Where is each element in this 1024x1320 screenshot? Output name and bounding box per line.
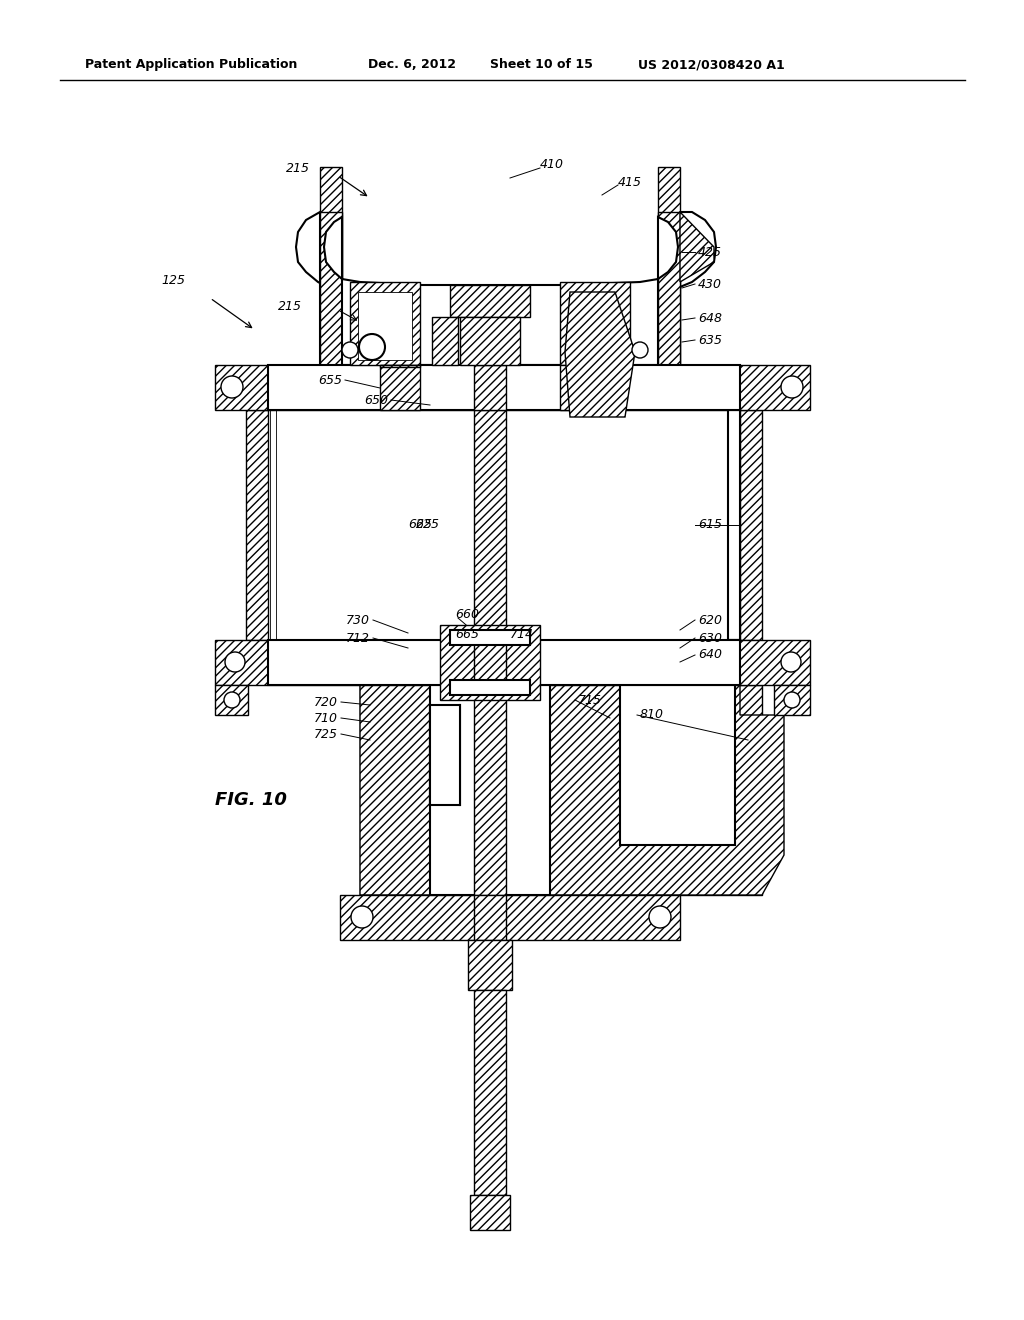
Polygon shape: [350, 282, 420, 366]
Polygon shape: [430, 685, 550, 895]
Polygon shape: [474, 285, 506, 366]
Polygon shape: [380, 366, 420, 411]
Polygon shape: [470, 1195, 510, 1230]
Text: 615: 615: [698, 519, 722, 532]
Polygon shape: [358, 292, 412, 360]
Polygon shape: [360, 685, 784, 895]
Text: 712: 712: [346, 631, 370, 644]
Polygon shape: [360, 685, 762, 895]
Polygon shape: [430, 705, 460, 805]
Circle shape: [351, 906, 373, 928]
Circle shape: [781, 652, 801, 672]
Polygon shape: [340, 895, 680, 940]
Text: 714: 714: [510, 628, 534, 642]
Text: 725: 725: [314, 727, 338, 741]
Polygon shape: [658, 168, 680, 366]
Text: 715: 715: [578, 693, 602, 706]
Text: 625: 625: [408, 519, 432, 532]
Polygon shape: [432, 317, 458, 366]
Polygon shape: [658, 213, 680, 366]
Text: FIG. 10: FIG. 10: [215, 791, 287, 809]
Circle shape: [221, 376, 243, 399]
Circle shape: [224, 692, 240, 708]
Text: 660: 660: [455, 609, 479, 622]
Text: 215: 215: [286, 161, 310, 174]
Polygon shape: [324, 216, 678, 366]
Polygon shape: [246, 411, 268, 640]
Circle shape: [342, 342, 358, 358]
Text: 425: 425: [698, 246, 722, 259]
Polygon shape: [474, 366, 506, 411]
Text: 415: 415: [618, 176, 642, 189]
Polygon shape: [740, 411, 762, 640]
Polygon shape: [468, 940, 512, 990]
Polygon shape: [474, 990, 506, 1195]
Polygon shape: [380, 366, 420, 367]
Polygon shape: [774, 685, 810, 715]
Polygon shape: [560, 282, 630, 366]
Text: 125: 125: [161, 273, 185, 286]
Circle shape: [632, 342, 648, 358]
Circle shape: [784, 692, 800, 708]
Text: 720: 720: [314, 696, 338, 709]
Text: 620: 620: [698, 614, 722, 627]
Text: US 2012/0308420 A1: US 2012/0308420 A1: [638, 58, 784, 71]
Text: 665: 665: [455, 628, 479, 642]
Text: Sheet 10 of 15: Sheet 10 of 15: [490, 58, 593, 71]
Circle shape: [781, 376, 803, 399]
Polygon shape: [474, 895, 506, 940]
Polygon shape: [319, 168, 342, 366]
Text: 710: 710: [314, 711, 338, 725]
Text: 635: 635: [698, 334, 722, 346]
Polygon shape: [474, 685, 506, 895]
Text: 810: 810: [640, 709, 664, 722]
Text: 410: 410: [540, 158, 564, 172]
Polygon shape: [560, 366, 600, 411]
Text: Patent Application Publication: Patent Application Publication: [85, 58, 297, 71]
Text: 430: 430: [698, 277, 722, 290]
Text: 640: 640: [698, 648, 722, 661]
Polygon shape: [296, 213, 716, 366]
Polygon shape: [460, 317, 520, 366]
Polygon shape: [474, 640, 506, 685]
Polygon shape: [565, 292, 635, 417]
Text: 650: 650: [364, 393, 388, 407]
Polygon shape: [620, 685, 735, 845]
Polygon shape: [728, 411, 740, 640]
Text: 648: 648: [698, 312, 722, 325]
Text: 625: 625: [415, 519, 439, 532]
Polygon shape: [680, 213, 714, 282]
Circle shape: [359, 334, 385, 360]
Polygon shape: [450, 680, 530, 696]
Text: 630: 630: [698, 631, 722, 644]
Polygon shape: [474, 411, 506, 640]
Text: 730: 730: [346, 614, 370, 627]
Polygon shape: [319, 213, 342, 366]
Polygon shape: [450, 630, 530, 645]
Polygon shape: [215, 640, 810, 685]
Polygon shape: [268, 366, 740, 411]
Polygon shape: [450, 285, 530, 317]
Circle shape: [225, 652, 245, 672]
Polygon shape: [215, 685, 248, 715]
Text: Dec. 6, 2012: Dec. 6, 2012: [368, 58, 456, 71]
Text: 215: 215: [278, 301, 302, 314]
Polygon shape: [268, 640, 740, 685]
Text: 655: 655: [318, 374, 342, 387]
Polygon shape: [215, 366, 810, 411]
Polygon shape: [440, 624, 540, 700]
Circle shape: [649, 906, 671, 928]
